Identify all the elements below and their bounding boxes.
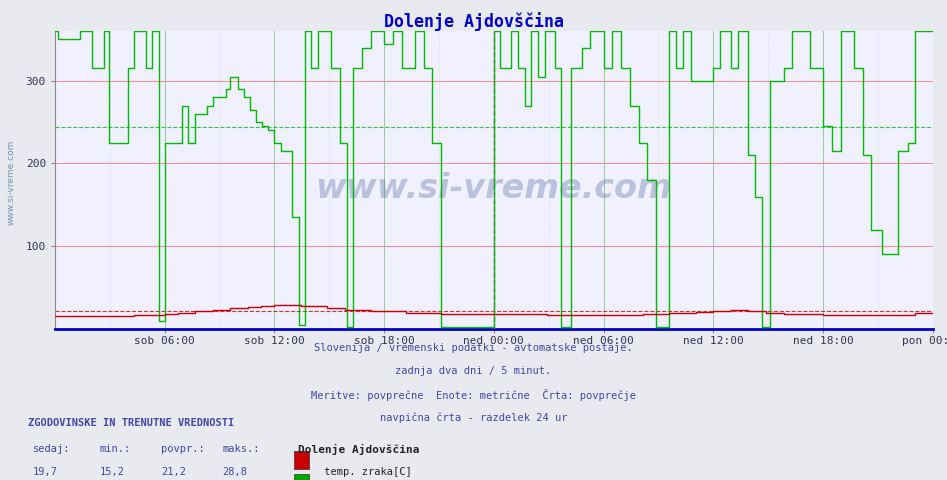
Text: Dolenje Ajdovščina: Dolenje Ajdovščina [384, 12, 563, 31]
Text: Slovenija / vremenski podatki - avtomatske postaje.: Slovenija / vremenski podatki - avtomats… [314, 343, 633, 353]
Text: 28,8: 28,8 [223, 467, 247, 477]
Text: Meritve: povprečne  Enote: metrične  Črta: povprečje: Meritve: povprečne Enote: metrične Črta:… [311, 389, 636, 401]
Text: 15,2: 15,2 [99, 467, 124, 477]
Text: www.si-vreme.com: www.si-vreme.com [315, 172, 672, 205]
Text: Dolenje Ajdovščina: Dolenje Ajdovščina [298, 444, 420, 455]
Text: povpr.:: povpr.: [161, 444, 205, 454]
Text: maks.:: maks.: [223, 444, 260, 454]
Text: 21,2: 21,2 [161, 467, 186, 477]
Text: ZGODOVINSKE IN TRENUTNE VREDNOSTI: ZGODOVINSKE IN TRENUTNE VREDNOSTI [28, 418, 235, 428]
Text: min.:: min.: [99, 444, 131, 454]
Text: zadnja dva dni / 5 minut.: zadnja dva dni / 5 minut. [396, 366, 551, 376]
Text: navpična črta - razdelek 24 ur: navpična črta - razdelek 24 ur [380, 412, 567, 423]
Text: www.si-vreme.com: www.si-vreme.com [7, 140, 16, 225]
Text: temp. zraka[C]: temp. zraka[C] [318, 467, 412, 477]
Text: sedaj:: sedaj: [33, 444, 71, 454]
Text: 19,7: 19,7 [33, 467, 58, 477]
